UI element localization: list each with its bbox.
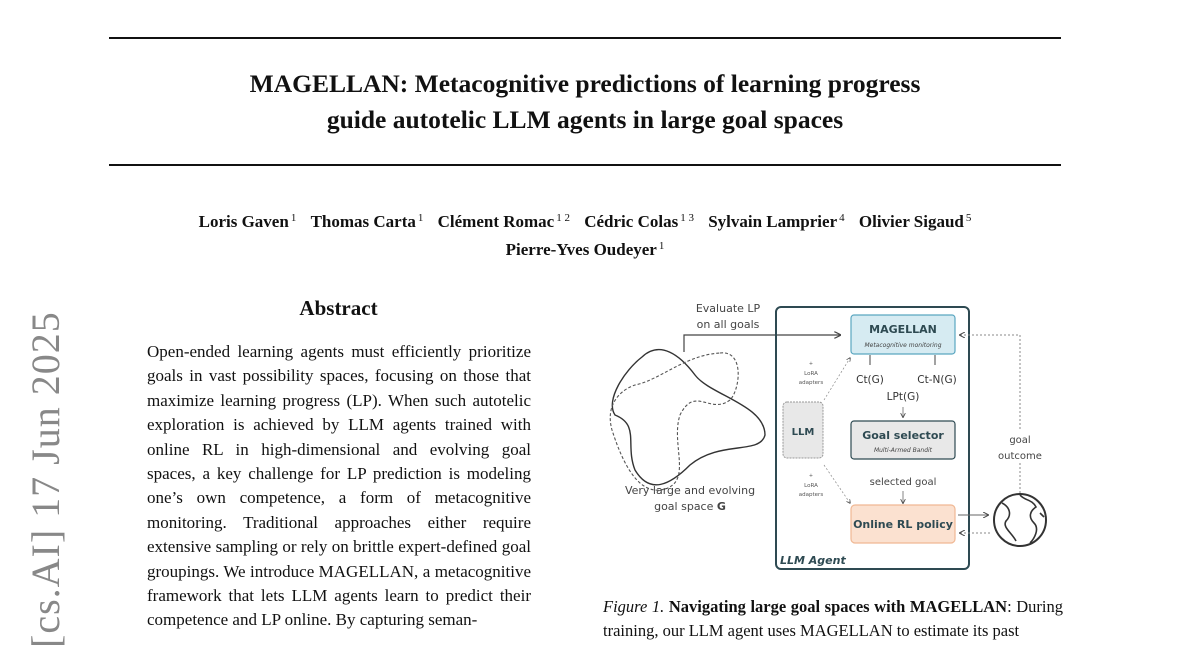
lp-label: LPt(G) xyxy=(887,391,920,403)
caption-label: Figure 1. xyxy=(603,597,665,616)
goal-space-label: goal space G xyxy=(654,500,726,513)
llm-agent-label: LLM Agent xyxy=(780,554,846,567)
lora-label: + xyxy=(809,361,813,367)
author: Cédric Colas 1 3 xyxy=(584,212,694,231)
lora-label: LoRA xyxy=(804,371,818,377)
author-list: Loris Gaven 1 Thomas Carta 1 Clément Romac… xyxy=(109,206,1061,262)
magellan-label: MAGELLAN xyxy=(869,323,937,336)
author: Pierre-Yves Oudeyer 1 xyxy=(505,240,665,259)
online-rl-policy-box xyxy=(850,504,956,544)
goal-outcome-label: outcome xyxy=(998,451,1042,462)
paper-title: MAGELLAN: Metacognitive predictions of l… xyxy=(109,66,1061,138)
globe-icon xyxy=(993,493,1047,547)
author: Loris Gaven 1 xyxy=(198,212,297,231)
evaluate-lp-label: Evaluate LP xyxy=(696,302,761,315)
top-rule xyxy=(109,37,1061,39)
caption-title: Navigating large goal spaces with MAGELL… xyxy=(668,597,1008,616)
goal-space-label: Very large and evolving xyxy=(625,484,755,497)
lora-label: adapters xyxy=(799,492,824,498)
magellan-sub: Metacognitive monitoring xyxy=(864,342,941,349)
evaluate-lp-label: on all goals xyxy=(697,318,760,331)
lora-label: + xyxy=(809,473,813,479)
lora-label: LoRA xyxy=(804,483,818,489)
goal-selector-box xyxy=(850,420,956,460)
rl-policy-label: Online RL policy xyxy=(853,518,953,531)
author: Sylvain Lamprier 4 xyxy=(708,212,845,231)
goal-selector-sub: Multi-Armed Bandit xyxy=(874,447,933,454)
goal-outcome-label: goal xyxy=(1009,435,1030,446)
title-line: MAGELLAN: Metacognitive predictions of l… xyxy=(249,69,921,98)
llm-agent-box xyxy=(775,306,970,570)
ct-label: Ct(G) xyxy=(856,374,884,386)
arxiv-stamp: [cs.AI] 17 Jun 2025 xyxy=(23,311,68,648)
abstract-heading: Abstract xyxy=(299,296,378,320)
figure-1-diagram: Evaluate LP on all goals Very large and … xyxy=(609,302,1047,570)
author: Olivier Sigaud 5 xyxy=(858,212,972,231)
magellan-box xyxy=(850,314,956,355)
caption-text: : During training, our LLM agent uses MA… xyxy=(603,597,1064,640)
llm-label: LLM xyxy=(792,427,815,438)
abstract-body: Open-ended learning agents must efficien… xyxy=(147,342,531,630)
goal-space-shape-dashed xyxy=(609,352,739,491)
title-bottom-rule xyxy=(109,164,1061,166)
goal-space-shape xyxy=(611,348,766,486)
selected-goal-label: selected goal xyxy=(870,477,937,488)
goal-selector-label: Goal selector xyxy=(862,429,944,442)
ctn-label: Ct-N(G) xyxy=(917,374,956,386)
author: Clément Romac 1 2 xyxy=(437,212,570,231)
author: Thomas Carta 1 xyxy=(310,212,424,231)
figure-caption: Figure 1. Navigating large goal spaces w… xyxy=(603,595,1063,643)
llm-box xyxy=(782,401,824,459)
title-line: guide autotelic LLM agents in large goal… xyxy=(326,105,844,134)
lora-label: adapters xyxy=(799,380,824,386)
